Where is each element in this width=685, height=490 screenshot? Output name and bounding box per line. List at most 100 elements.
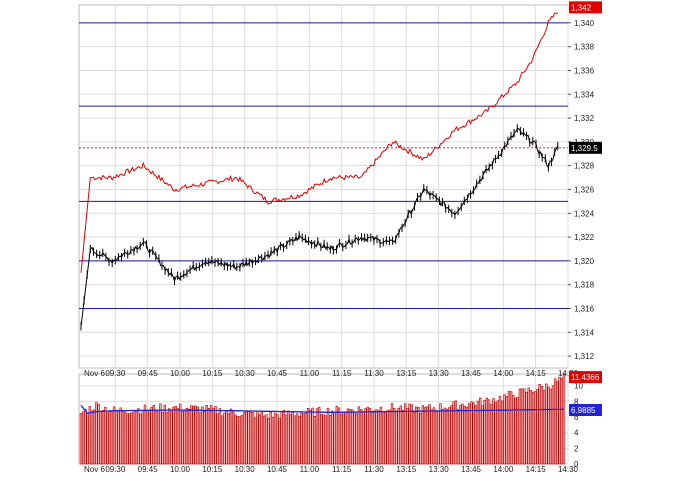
volume-bar	[181, 410, 184, 465]
volume-bar	[276, 414, 279, 465]
volume-bar	[190, 405, 193, 465]
volume-bar	[428, 404, 431, 465]
volume-bar	[419, 412, 422, 465]
volume-bar	[388, 409, 391, 465]
price-x-tick-label: 10:00	[170, 369, 191, 378]
volume-bar	[112, 406, 116, 465]
volume-y-tick-label: 4	[574, 429, 579, 438]
volume-bar	[476, 400, 480, 465]
volume-x-tick-label: 13:15	[396, 465, 417, 474]
price-x-tick-label: 10:45	[267, 369, 288, 378]
price-y-tick-label: 1,326	[574, 185, 595, 194]
volume-bar	[300, 412, 303, 465]
volume-bar	[423, 407, 427, 465]
volume-bar	[298, 415, 301, 465]
volume-bar	[512, 394, 515, 465]
price-x-tick-label: 09:45	[138, 369, 159, 378]
volume-y-tick-label: 10	[574, 382, 583, 391]
volume-bar	[401, 409, 405, 465]
volume-bar	[375, 409, 378, 465]
volume-bar	[240, 415, 244, 465]
price-x-tick-label: 13:45	[461, 369, 482, 378]
volume-bar	[209, 405, 213, 465]
volume-y-tick-label: 0	[574, 460, 579, 469]
price-x-tick-label: 10:30	[235, 369, 256, 378]
volume-bar	[174, 406, 177, 465]
volume-bar	[93, 409, 96, 465]
volume-bar	[247, 411, 250, 465]
volume-bar	[562, 373, 566, 465]
volume-x-tick-label: 11:30	[364, 465, 384, 474]
volume-bar	[223, 412, 226, 465]
volume-bar	[245, 411, 248, 465]
volume-bar	[115, 409, 118, 465]
volume-bar	[448, 407, 451, 465]
volume-bar	[225, 410, 228, 465]
volume-bar	[368, 408, 372, 465]
price-x-tick-label: 09:30	[105, 369, 126, 378]
volume-bar	[483, 400, 486, 465]
volume-x-tick-label: 10:00	[170, 465, 191, 474]
volume-bar	[377, 410, 380, 465]
volume-bar	[110, 410, 114, 465]
volume-bar	[379, 406, 383, 465]
volume-bar	[130, 412, 133, 465]
volume-bar	[289, 414, 292, 465]
price-y-tick-label: 1,322	[574, 233, 595, 242]
volume-bar	[148, 409, 151, 465]
volume-bar	[443, 407, 447, 465]
volume-bar	[353, 411, 356, 465]
volume-bar	[346, 408, 350, 465]
volume-bar	[494, 402, 497, 465]
volume-bar	[134, 411, 138, 465]
volume-bar	[86, 413, 89, 465]
price-x-tick-label: 10:15	[202, 369, 223, 378]
volume-bar	[137, 408, 140, 465]
volume-bar	[403, 403, 407, 465]
volume-bar	[326, 407, 330, 465]
volume-bar	[317, 406, 321, 465]
volume-bar	[392, 407, 396, 465]
volume-bar	[258, 414, 261, 465]
volume-bar	[445, 408, 449, 465]
volume-bar	[104, 406, 107, 465]
volume-bar	[339, 413, 343, 465]
volume-bar	[128, 413, 131, 465]
volume-bar	[384, 412, 387, 465]
price-y-tick-label: 1,336	[574, 66, 595, 75]
volume-bar	[163, 404, 166, 465]
volume-ma-tag-bg	[569, 404, 602, 416]
volume-bar	[157, 411, 160, 465]
volume-bar	[187, 408, 191, 465]
volume-bar	[165, 411, 169, 465]
volume-bar	[282, 409, 286, 465]
volume-bar	[437, 410, 440, 465]
volume-bar	[150, 406, 153, 465]
volume-bar	[370, 410, 374, 465]
volume-bar	[101, 410, 105, 465]
volume-bar	[485, 397, 488, 465]
volume-bar	[304, 412, 308, 465]
volume-bar	[214, 406, 217, 465]
price-y-tick-label: 1,334	[574, 90, 595, 99]
volume-bar	[505, 395, 508, 465]
volume-bar	[474, 405, 477, 465]
volume-bar	[236, 416, 239, 465]
volume-bar	[207, 407, 211, 465]
volume-bar	[364, 408, 367, 465]
volume-bar	[344, 411, 347, 465]
volume-bar	[496, 400, 499, 465]
volume-bar	[560, 377, 564, 465]
volume-bar	[500, 400, 504, 465]
volume-bar	[333, 412, 336, 465]
volume-bar	[295, 413, 299, 465]
volume-bar	[538, 383, 541, 465]
volume-bar	[262, 415, 266, 465]
volume-bar	[192, 405, 195, 465]
price-y-tick-label: 1,312	[574, 352, 595, 361]
volume-bar	[232, 411, 235, 465]
volume-bar	[531, 391, 535, 465]
volume-bar	[509, 391, 513, 465]
price-x-tick-label: Nov 6	[84, 369, 105, 378]
